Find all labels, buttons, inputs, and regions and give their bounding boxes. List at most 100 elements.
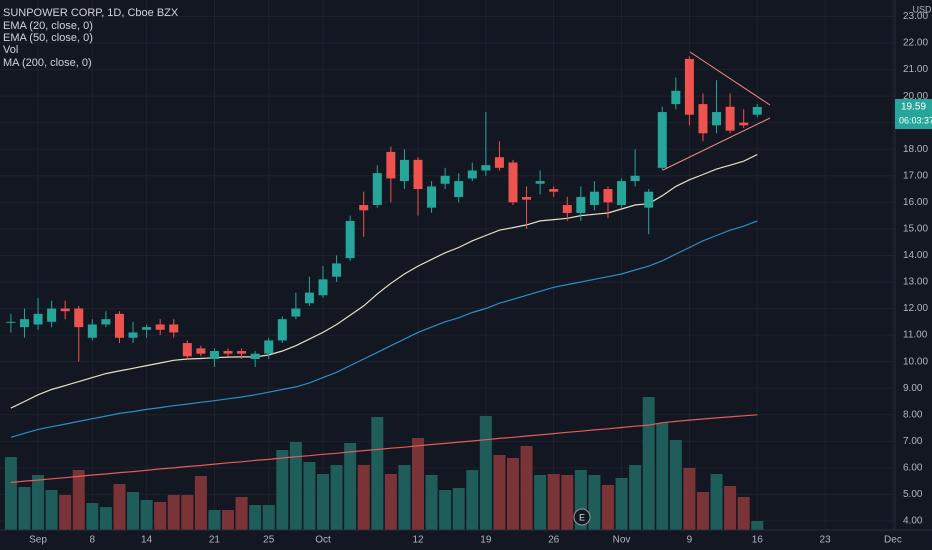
candle-body xyxy=(345,220,355,259)
volume-bar xyxy=(737,497,750,530)
volume-bar xyxy=(493,455,506,530)
candle-body xyxy=(155,324,165,330)
candle-body xyxy=(359,204,369,211)
volume-bar xyxy=(154,502,167,530)
volume-bar xyxy=(45,490,58,530)
earnings-marker[interactable]: E xyxy=(573,508,591,526)
x-tick-label: 21 xyxy=(209,535,221,546)
y-tick-label: 13.00 xyxy=(903,277,928,288)
candle-body xyxy=(318,279,328,296)
currency: USD xyxy=(912,4,932,14)
trendline-upper[interactable] xyxy=(689,51,771,106)
candle-body xyxy=(332,263,342,277)
volume-bar xyxy=(696,492,709,530)
candle-body xyxy=(386,151,396,179)
volume-bar xyxy=(167,495,180,530)
volume-bar xyxy=(710,474,723,530)
y-tick-label: 8.00 xyxy=(903,409,923,420)
grid xyxy=(0,0,895,530)
y-tick-label: 11.00 xyxy=(903,330,928,341)
candle-body xyxy=(671,90,681,105)
price-axis xyxy=(895,0,932,550)
legend: SUNPOWER CORP, 1D, Cboe BZX EMA (20, clo… xyxy=(3,7,179,69)
volume-bar xyxy=(412,438,424,530)
candle-body xyxy=(535,181,545,184)
indicator-lines xyxy=(10,153,758,484)
legend-entry[interactable]: EMA (50, close, 0) xyxy=(3,32,93,44)
volume-bar xyxy=(235,497,248,530)
legend-entry[interactable]: Vol xyxy=(3,44,18,56)
legend-title[interactable]: SUNPOWER CORP, 1D, Cboe BZX xyxy=(3,7,179,19)
candle-body xyxy=(562,204,572,213)
candle-body xyxy=(128,332,138,338)
x-tick-label: 12 xyxy=(412,535,424,546)
candle-body xyxy=(74,308,84,328)
candle-body xyxy=(413,159,423,190)
candle-body xyxy=(237,351,247,354)
volume-bar xyxy=(72,470,85,530)
y-tick-label: 4.00 xyxy=(903,516,923,527)
candle-body xyxy=(467,170,477,179)
candle-body xyxy=(196,348,206,354)
candle-body xyxy=(19,319,29,328)
volume-bar xyxy=(276,450,289,530)
candle-body xyxy=(752,107,762,115)
volume-bar xyxy=(656,423,669,530)
volume-bar xyxy=(357,465,370,530)
volume-bar xyxy=(547,474,560,530)
volume-bar xyxy=(317,474,330,530)
legend-entry[interactable]: EMA (20, close, 0) xyxy=(3,20,93,32)
x-tick-label: Nov xyxy=(613,535,631,546)
y-tick-label: 22.00 xyxy=(903,38,928,49)
trendline-lower[interactable] xyxy=(662,117,771,171)
y-tick-label: 14.00 xyxy=(903,250,928,261)
candle-body xyxy=(304,292,314,304)
candle-body xyxy=(101,319,111,325)
indicator-line xyxy=(10,220,758,438)
volume-bar xyxy=(99,507,112,530)
volume-bar xyxy=(194,476,207,530)
y-tick-label: 12.00 xyxy=(903,303,928,314)
candle-body xyxy=(739,122,749,126)
candle-body xyxy=(142,327,152,330)
y-tick-label: 16.00 xyxy=(903,197,928,208)
y-tick-label: 15.00 xyxy=(903,224,928,235)
x-tick-label: Dec xyxy=(884,535,902,546)
x-tick-label: 9 xyxy=(687,535,693,546)
candle-body xyxy=(87,324,97,338)
earnings-circle[interactable] xyxy=(573,508,591,526)
volume-bar xyxy=(249,505,262,530)
volume-bar xyxy=(425,475,438,530)
candle-body xyxy=(549,189,559,192)
volume-bar xyxy=(601,485,614,530)
volume-bar xyxy=(18,487,31,530)
candle-body xyxy=(372,173,382,205)
candle-body xyxy=(277,319,287,341)
candle-body xyxy=(250,353,260,359)
legend-entry[interactable]: MA (200, close, 0) xyxy=(3,57,92,69)
y-tick-label: 21.00 xyxy=(903,64,928,75)
volume-bar xyxy=(520,446,533,530)
y-tick-label: 5.00 xyxy=(903,489,923,500)
x-tick-label: 8 xyxy=(90,535,96,546)
y-tick-label: 7.00 xyxy=(903,436,923,447)
candle-body xyxy=(589,191,599,205)
volume-bar xyxy=(439,490,452,530)
volume-bar xyxy=(588,475,601,530)
volume-bar xyxy=(466,470,479,530)
candle-body xyxy=(454,181,464,198)
earnings-label[interactable]: E xyxy=(579,512,585,522)
x-tick-label: Sep xyxy=(29,535,47,546)
last-price-tag xyxy=(895,99,932,130)
axis-labels: 4.00 5.00 6.00 7.00 8.00 9.00 10.00 11.00 12.00 1… xyxy=(29,11,932,546)
countdown-label: 06:03:37 xyxy=(899,115,932,125)
volume-bar xyxy=(4,457,17,530)
volume-bar xyxy=(262,505,275,530)
candle-body xyxy=(603,189,613,203)
y-tick-label: 6.00 xyxy=(903,463,923,474)
volume-bar xyxy=(303,462,316,530)
candles xyxy=(6,56,762,367)
candle-body xyxy=(399,159,409,182)
x-tick-label: 25 xyxy=(263,535,275,546)
